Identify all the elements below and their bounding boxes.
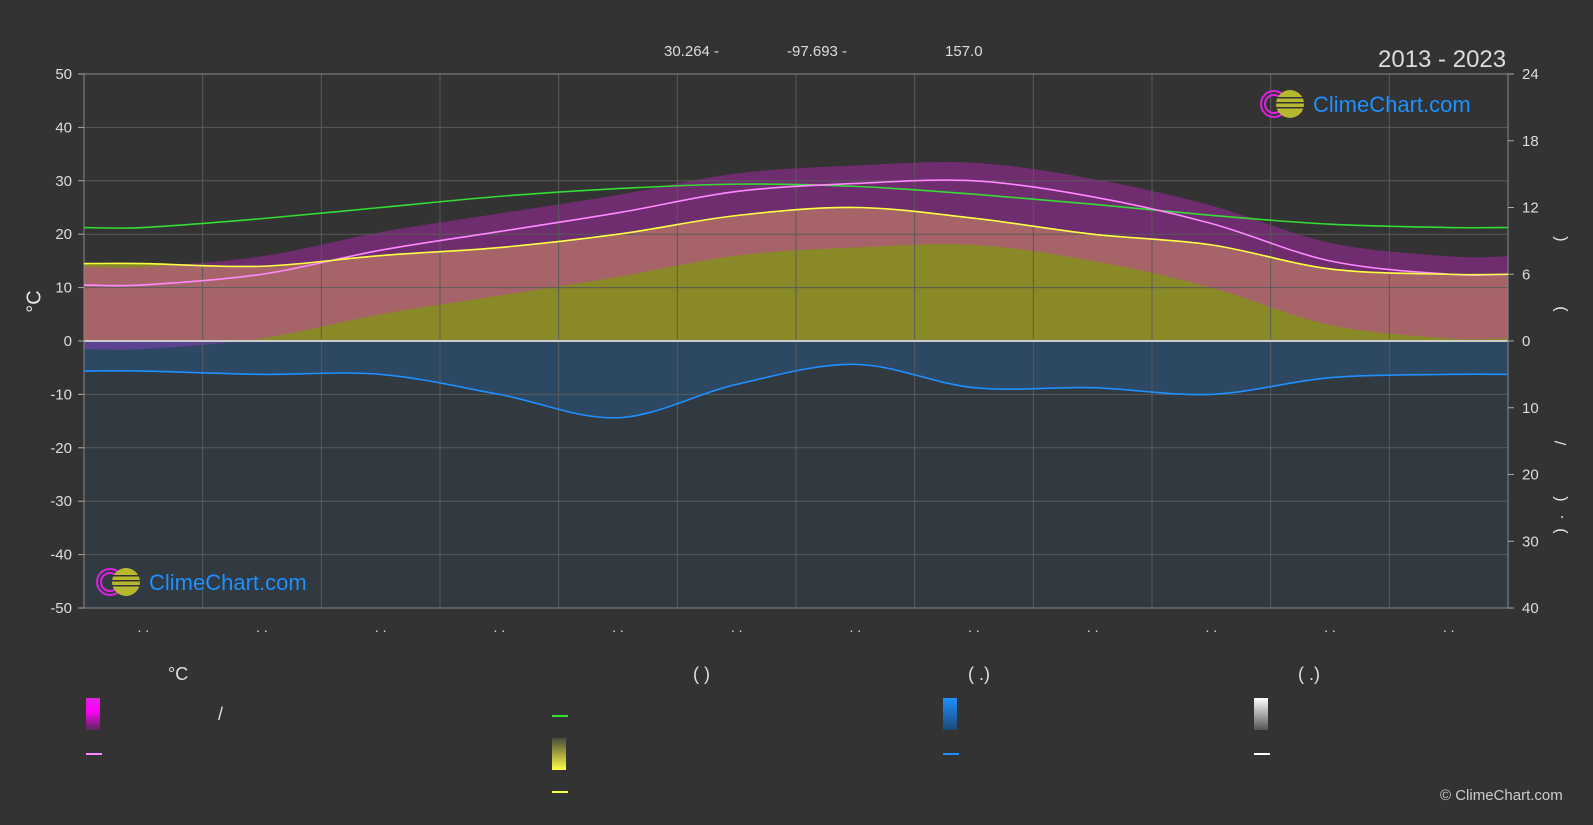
legend-sunshine-swatch <box>552 738 566 770</box>
legend-mean-swatch <box>552 791 568 793</box>
ticks: 50 40 30 20 10 0 -10 -20 -30 -40 -50 24 18 12 6 0 10 20 30… <box>50 66 1538 635</box>
left-tick-label: -50 <box>50 600 72 617</box>
right-tick-label-hours: 0 <box>1522 333 1530 350</box>
legend-snow-line-swatch <box>1254 753 1270 755</box>
right-axis-label-top-close: ) <box>1551 306 1569 312</box>
logo-text: ClimeChart.com <box>149 570 307 595</box>
logo-icon <box>1260 90 1304 118</box>
month-label: . . <box>968 619 980 635</box>
series-lines <box>83 179 1509 419</box>
year-range: 2013 - 2023 <box>1378 46 1507 73</box>
month-label: . . <box>612 619 624 635</box>
legend-precip-title: ( .) <box>968 664 990 684</box>
right-tick-label-precip: 10 <box>1522 400 1539 417</box>
legend-snow-swatch <box>1254 698 1268 730</box>
max-temp-line <box>83 179 1509 287</box>
legend-snow-title: ( .) <box>1298 664 1320 684</box>
elevation: 157.0 <box>945 43 983 60</box>
latitude: 30.264 - <box>664 43 720 60</box>
left-axis-label: °C <box>23 290 46 313</box>
right-axis-label-bot-dot: · <box>1553 514 1571 520</box>
month-label: . . <box>849 619 861 635</box>
logo-icon <box>96 568 140 596</box>
left-tick-label: -10 <box>50 386 72 403</box>
longitude: -97.693 - <box>787 43 848 60</box>
precipitation-line <box>83 363 1509 419</box>
left-tick-label: 30 <box>55 173 72 190</box>
month-label: . . <box>731 619 743 635</box>
right-tick-label-hours: 24 <box>1522 66 1539 83</box>
daylight-line <box>83 183 1509 229</box>
month-label: . . <box>493 619 505 635</box>
left-tick-label: 40 <box>55 119 72 136</box>
legend-precip-swatch <box>943 698 957 730</box>
mean-temp-line <box>83 206 1509 276</box>
copyright: © ClimeChart.com <box>1440 787 1563 804</box>
right-axis-label-top-open: ( <box>1551 236 1569 242</box>
right-tick-label-hours: 6 <box>1522 266 1530 283</box>
legend-sun-title: ( ) <box>693 664 710 684</box>
left-tick-label: 50 <box>55 66 72 83</box>
right-tick-label-precip: 20 <box>1522 467 1539 484</box>
left-tick-label: 20 <box>55 226 72 243</box>
logo-text: ClimeChart.com <box>1313 92 1471 117</box>
left-tick-label: -20 <box>50 440 72 457</box>
legend-temp-slash: / <box>218 704 224 724</box>
legend-precip-line-swatch <box>943 753 959 755</box>
right-tick-label-hours: 18 <box>1522 133 1539 150</box>
legend-max-swatch <box>86 753 102 755</box>
month-label: . . <box>256 619 268 635</box>
legend-temp-range-swatch <box>86 698 100 730</box>
right-axis-label-mid: / <box>1553 440 1571 446</box>
legend-daylight-swatch <box>552 715 568 717</box>
month-label: . . <box>1443 619 1455 635</box>
right-tick-label-hours: 12 <box>1522 200 1539 217</box>
right-tick-label-precip: 40 <box>1522 600 1539 617</box>
left-tick-label: -40 <box>50 547 72 564</box>
right-tick-label-precip: 30 <box>1522 533 1539 550</box>
month-label: . . <box>1324 619 1336 635</box>
left-tick-label: 10 <box>55 280 72 297</box>
left-tick-label: 0 <box>64 333 72 350</box>
legend-temp-title: °C <box>168 664 189 684</box>
month-label: . . <box>1205 619 1217 635</box>
left-tick-label: -30 <box>50 493 72 510</box>
month-label: . . <box>1087 619 1099 635</box>
right-axis-label-bot-open: ( <box>1551 496 1569 502</box>
right-axis-label-bot-close: ) <box>1551 528 1569 534</box>
month-label: . . <box>375 619 387 635</box>
month-label: . . <box>137 619 149 635</box>
